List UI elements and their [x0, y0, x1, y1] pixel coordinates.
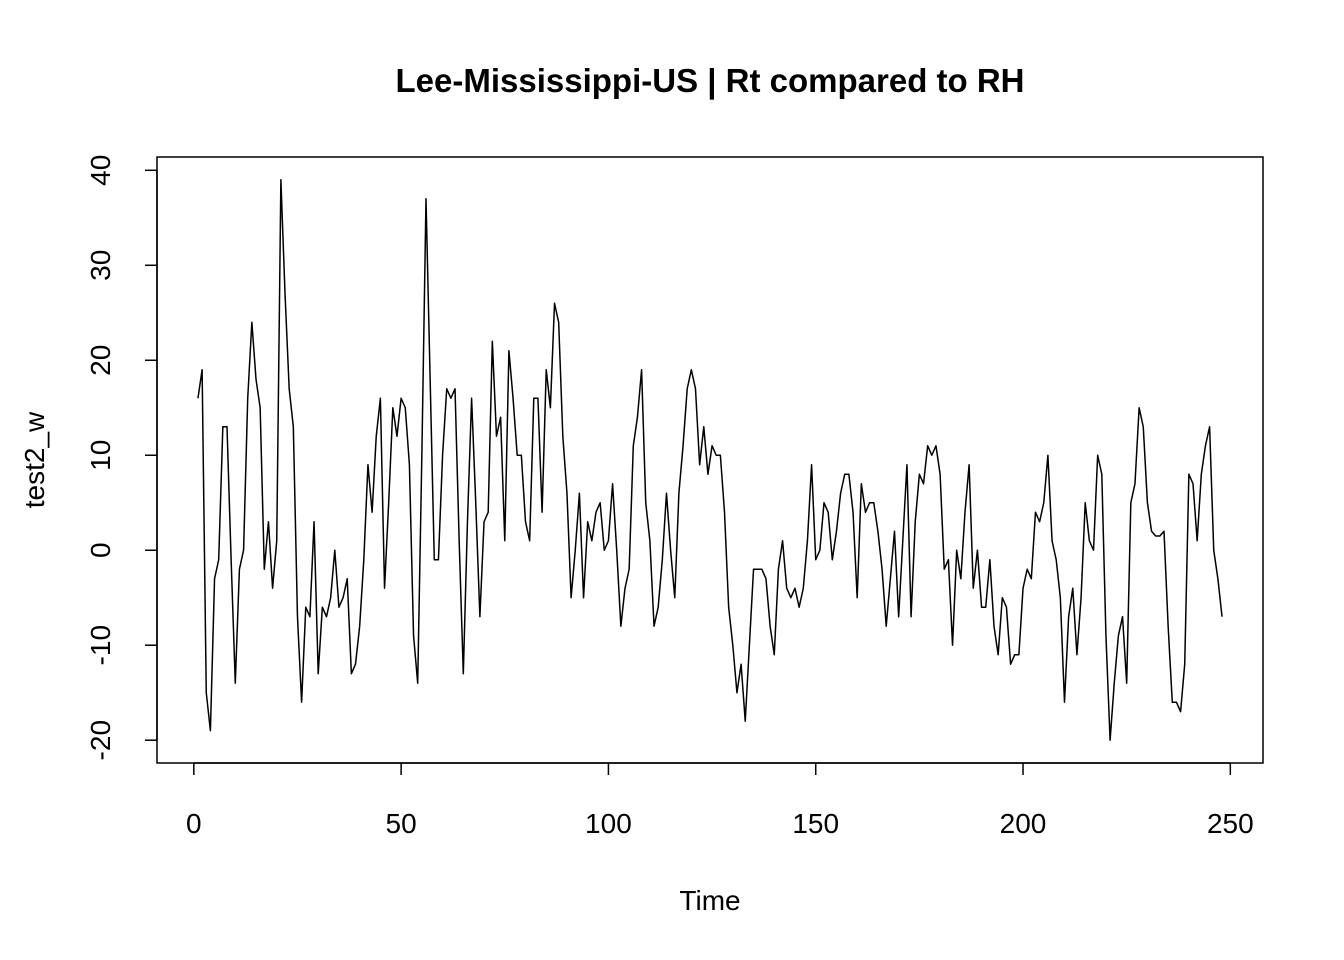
- y-tick-label: 40: [85, 155, 116, 186]
- y-tick-label: 20: [85, 345, 116, 376]
- y-axis-label: test2_w: [19, 411, 50, 508]
- y-tick-label: 30: [85, 250, 116, 281]
- y-tick-label: 10: [85, 440, 116, 471]
- y-tick-label: 0: [85, 542, 116, 558]
- chart-title: Lee-Mississippi-US | Rt compared to RH: [396, 62, 1025, 99]
- x-tick-label: 250: [1207, 808, 1254, 839]
- x-tick-label: 100: [585, 808, 632, 839]
- y-tick-label: -20: [85, 720, 116, 760]
- x-tick-label: 0: [186, 808, 202, 839]
- x-tick-label: 200: [1000, 808, 1047, 839]
- y-tick-label: -10: [85, 625, 116, 665]
- x-tick-label: 50: [386, 808, 417, 839]
- x-axis-label: Time: [679, 885, 740, 916]
- x-tick-label: 150: [792, 808, 839, 839]
- series-line: [197, 179, 1223, 741]
